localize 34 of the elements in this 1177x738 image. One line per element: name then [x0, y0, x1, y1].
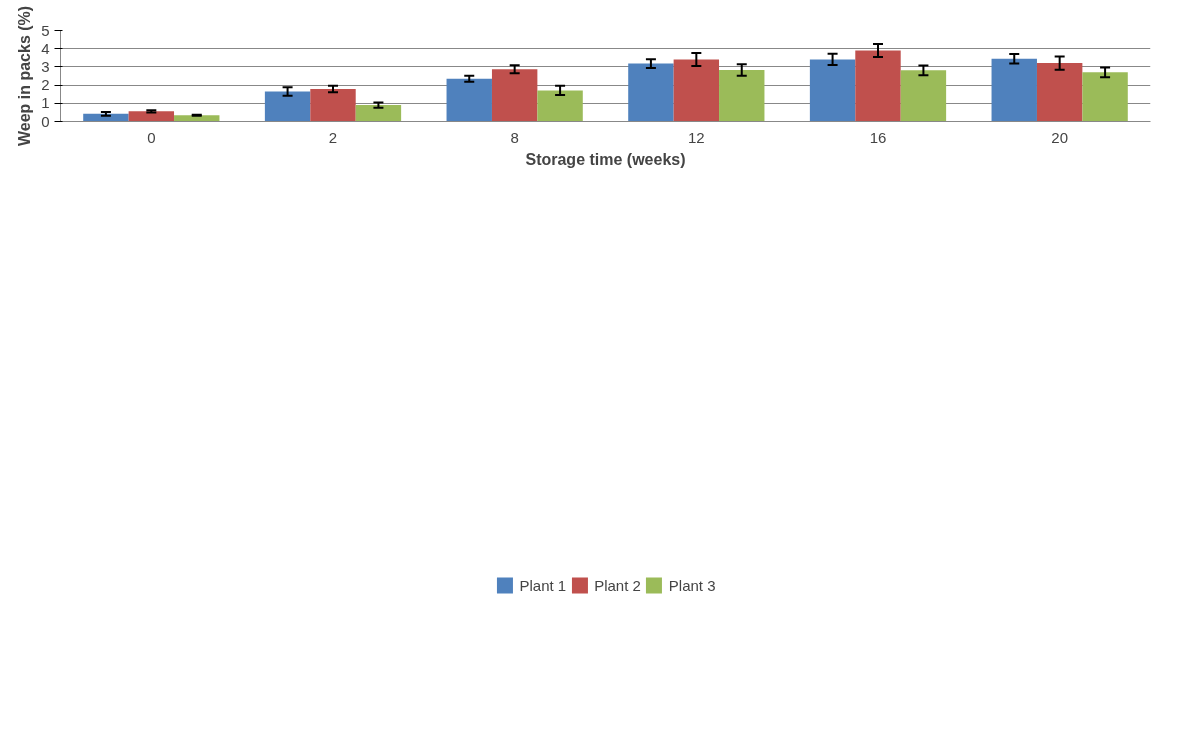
bar [128, 111, 175, 122]
y-axis-title: Weep in packs (%) [16, 5, 34, 147]
bar [900, 70, 947, 122]
bar [446, 78, 492, 122]
x-tick-label: 16 [869, 128, 887, 146]
bar [537, 90, 583, 122]
y-tick-label: 3 [41, 57, 50, 75]
bar [1036, 63, 1083, 122]
bar [355, 105, 402, 122]
bar [264, 91, 311, 122]
bar [310, 88, 356, 122]
bar [1082, 72, 1128, 122]
y-tick-label: 4 [41, 39, 50, 57]
bar [991, 58, 1037, 122]
bar [855, 50, 901, 122]
x-tick-label: 2 [328, 128, 338, 146]
bar [83, 113, 129, 122]
bar [809, 59, 856, 122]
legend-label: Plant 1 [519, 576, 567, 594]
legend-label: Plant 3 [668, 576, 716, 594]
y-tick-label: 0 [41, 112, 50, 130]
x-tick-label: 12 [687, 128, 705, 146]
bar [673, 59, 720, 122]
bar [628, 63, 674, 122]
x-tick-label: 20 [1051, 128, 1069, 146]
y-tick-label: 1 [41, 94, 50, 112]
y-tick-label: 2 [41, 76, 50, 94]
x-tick-label: 8 [510, 128, 519, 146]
x-tick-label: 0 [147, 128, 156, 146]
bar [491, 69, 538, 122]
y-tick-label: 5 [41, 21, 50, 39]
bar [719, 69, 765, 122]
x-axis-title: Storage time (weeks) [525, 150, 686, 168]
legend-label: Plant 2 [594, 576, 641, 594]
